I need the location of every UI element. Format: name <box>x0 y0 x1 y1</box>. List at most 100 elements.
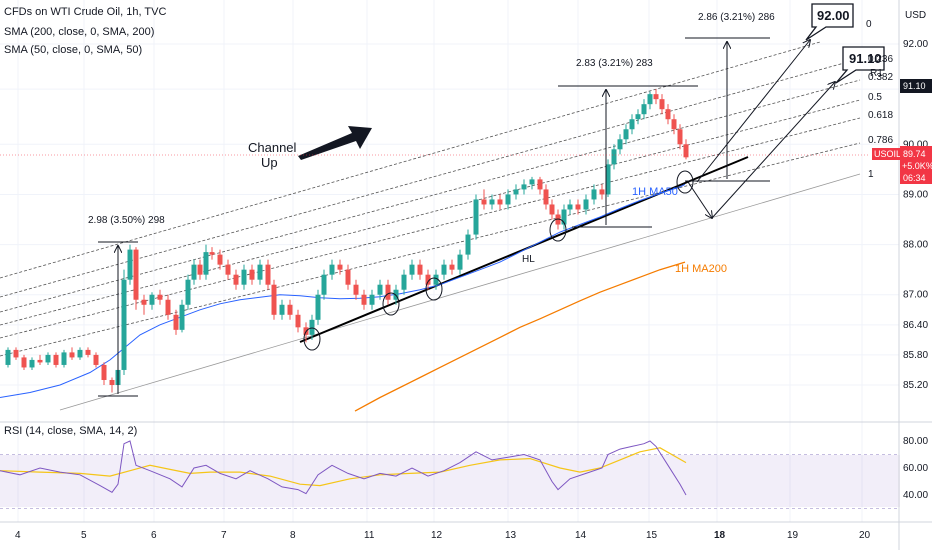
rsi-ma-line <box>0 447 687 487</box>
time-tick: 13 <box>505 530 517 541</box>
measure-left: 2.98 (3.50%) 298 <box>88 215 165 397</box>
candle-body <box>85 349 91 355</box>
candle-body <box>249 269 255 280</box>
candle-body <box>101 364 107 380</box>
candle-body <box>629 119 635 130</box>
candle-body <box>45 354 51 363</box>
rsi-tick: 60.00 <box>903 463 928 474</box>
candle-body <box>321 274 327 295</box>
svg-text:USOIL: USOIL <box>874 149 901 159</box>
candle-body <box>69 352 75 358</box>
candle-body <box>659 99 665 110</box>
measure-left-label: 2.98 (3.50%) 298 <box>88 215 165 226</box>
candle-body <box>385 284 391 300</box>
candle-body <box>653 94 659 100</box>
measure-mid-label: 2.83 (3.21%) 283 <box>576 58 653 69</box>
candle-body <box>353 284 359 295</box>
candle-body <box>225 264 231 275</box>
price-tick: 92.00 <box>903 39 928 50</box>
candle-body <box>133 249 139 300</box>
candle-body <box>401 274 407 290</box>
price-tick: 86.40 <box>903 320 928 331</box>
fib-label: 0.5 <box>868 92 882 103</box>
candle-body <box>623 129 629 140</box>
time-tick: 18 <box>714 530 726 541</box>
price-tick: 90.00 <box>903 139 928 150</box>
time-tick: 19 <box>787 530 799 541</box>
ma50-label: 1H MA50 <box>632 186 678 198</box>
candle-body <box>13 349 19 358</box>
candle-body <box>203 252 209 275</box>
price-axis[interactable]: 92.00 90.00 89.00 88.00 87.00 86.40 85.80 85.20 <box>903 39 928 391</box>
candle-body <box>567 204 573 210</box>
time-axis[interactable]: 4 5 6 7 8 11 12 13 14 15 18 19 20 <box>15 530 871 541</box>
candle-body <box>295 314 301 328</box>
candle-body <box>583 199 589 210</box>
candle-body <box>549 204 555 215</box>
time-tick: 4 <box>15 530 21 541</box>
channel-up-line2: Up <box>261 155 278 170</box>
time-tick: 14 <box>575 530 587 541</box>
candle-body <box>93 354 99 365</box>
fib-label: 0.236 <box>868 54 893 65</box>
candle-body <box>543 189 549 205</box>
candle-body <box>149 294 155 305</box>
candle-body <box>513 189 519 195</box>
candle-body <box>265 264 271 285</box>
sma200-legend: SMA (200, close, 0, SMA, 200) <box>4 26 154 38</box>
price-tick: 89.00 <box>903 189 928 200</box>
rsi-tick: 80.00 <box>903 436 928 447</box>
rsi-line <box>0 440 687 496</box>
candle-body <box>465 234 471 255</box>
time-tick: 6 <box>151 530 157 541</box>
higher-low-trendline <box>299 156 749 343</box>
candle-body <box>109 379 115 385</box>
svg-text:06:34: 06:34 <box>903 173 926 183</box>
fib-label: 0.618 <box>868 110 893 121</box>
chart-title: CFDs on WTI Crude Oil, 1h, TVC <box>4 6 166 18</box>
rsi-axis[interactable]: 80.00 60.00 40.00 <box>903 436 928 501</box>
candle-body <box>599 189 605 195</box>
candle-body <box>671 119 677 130</box>
time-tick: 11 <box>364 530 375 541</box>
candle-body <box>209 252 215 255</box>
touch-circles <box>303 170 694 351</box>
candle-body <box>141 299 147 305</box>
candle-body <box>677 129 683 145</box>
price-tick: 85.20 <box>903 380 928 391</box>
candle-body <box>409 264 415 275</box>
candle-body <box>127 249 133 280</box>
rsi-band <box>0 455 900 507</box>
candle-body <box>529 179 535 185</box>
candle-body <box>641 104 647 115</box>
candle-body <box>257 264 263 280</box>
fib-label: 0.382 <box>868 72 893 83</box>
candle-body <box>37 359 43 363</box>
candle-body <box>497 199 503 205</box>
candle-body <box>233 274 239 285</box>
hl-label: HL <box>522 254 535 265</box>
candle-body <box>179 304 185 330</box>
price-tick: 85.80 <box>903 350 928 361</box>
candle-body <box>489 199 495 205</box>
target-91-callout: 91.10 <box>835 46 885 84</box>
candle-body <box>635 114 641 120</box>
candle-body <box>21 357 27 368</box>
candle-body <box>165 299 171 315</box>
ma50-line <box>0 183 686 398</box>
candle-body <box>157 294 163 300</box>
target-92-callout: 92.00 <box>805 3 854 41</box>
candle-body <box>173 314 179 330</box>
time-tick: 12 <box>431 530 443 541</box>
channel-up-line1: Channel <box>248 140 297 155</box>
projection-arrows <box>687 40 835 218</box>
candle-body <box>61 352 67 365</box>
candle-body <box>441 264 447 275</box>
r1-label: R1 <box>870 68 883 79</box>
candle-body <box>185 279 191 305</box>
price-tick: 88.00 <box>903 240 928 251</box>
candle-body <box>337 264 343 270</box>
candle-body <box>29 359 35 368</box>
target-91-label: 91.10 <box>849 51 882 66</box>
